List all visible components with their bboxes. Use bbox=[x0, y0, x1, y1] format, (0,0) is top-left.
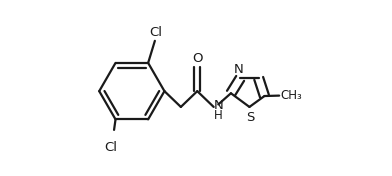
Text: Cl: Cl bbox=[149, 26, 162, 39]
Text: O: O bbox=[192, 52, 203, 65]
Text: S: S bbox=[246, 111, 255, 124]
Text: N: N bbox=[214, 99, 224, 112]
Text: N: N bbox=[234, 63, 243, 76]
Text: Cl: Cl bbox=[104, 142, 117, 155]
Text: H: H bbox=[214, 109, 223, 122]
Text: CH₃: CH₃ bbox=[280, 89, 302, 102]
